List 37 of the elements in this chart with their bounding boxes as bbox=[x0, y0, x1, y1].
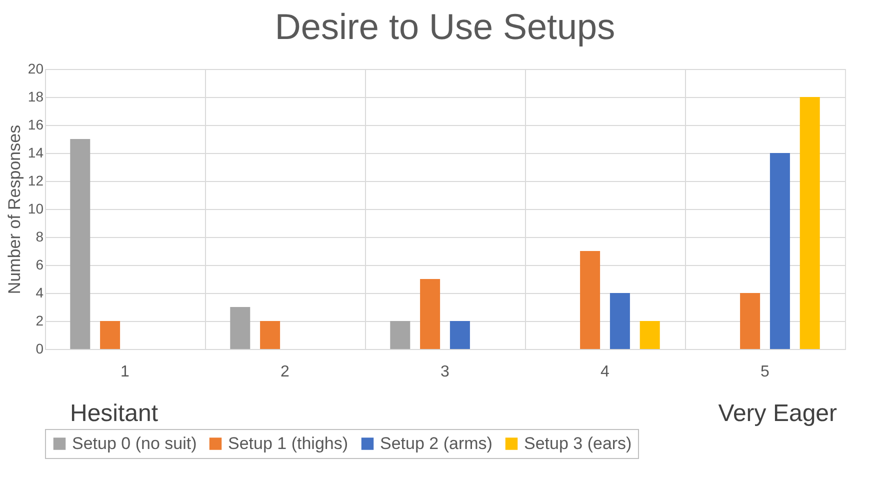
y-tick-label: 14 bbox=[28, 144, 44, 160]
x-tick-label: 5 bbox=[760, 364, 770, 380]
y-tick-label: 18 bbox=[28, 88, 44, 104]
text: Very Eager bbox=[718, 400, 838, 427]
legend-label: Setup 1 (thighs) bbox=[228, 434, 348, 453]
x-tick-label: 1 bbox=[120, 364, 130, 380]
chart-title: Desire to Use Setups bbox=[274, 6, 616, 47]
bar bbox=[800, 97, 820, 349]
y-tick-label: 12 bbox=[28, 172, 44, 188]
bar bbox=[70, 139, 90, 349]
x-tick-label: 4 bbox=[600, 364, 610, 380]
y-tick-label: 10 bbox=[28, 200, 44, 216]
y-tick-label: 0 bbox=[36, 340, 44, 356]
bar bbox=[640, 321, 660, 349]
bar bbox=[610, 293, 630, 349]
bar bbox=[390, 321, 410, 349]
y-tick-label: 20 bbox=[28, 60, 44, 76]
legend-label: Setup 0 (no suit) bbox=[72, 434, 197, 453]
y-tick-label: 4 bbox=[36, 284, 44, 300]
legend-label: Setup 3 (ears) bbox=[524, 434, 632, 453]
y-tick-label: 6 bbox=[36, 256, 44, 272]
bar bbox=[260, 321, 280, 349]
bar bbox=[740, 293, 760, 349]
bar bbox=[420, 279, 440, 349]
bar bbox=[580, 251, 600, 349]
text: Hesitant bbox=[70, 400, 158, 427]
bar bbox=[450, 321, 470, 349]
legend-label: Setup 2 (arms) bbox=[380, 434, 492, 453]
bar bbox=[100, 321, 120, 349]
bar bbox=[770, 153, 790, 349]
x-tick-label: 2 bbox=[280, 364, 290, 380]
y-tick-label: 2 bbox=[36, 312, 44, 328]
y-axis-title: Number of Responses bbox=[4, 124, 24, 294]
y-tick-label: 16 bbox=[28, 116, 44, 132]
bar bbox=[230, 307, 250, 349]
y-tick-label: 8 bbox=[36, 228, 44, 244]
x-tick-label: 3 bbox=[440, 364, 450, 380]
